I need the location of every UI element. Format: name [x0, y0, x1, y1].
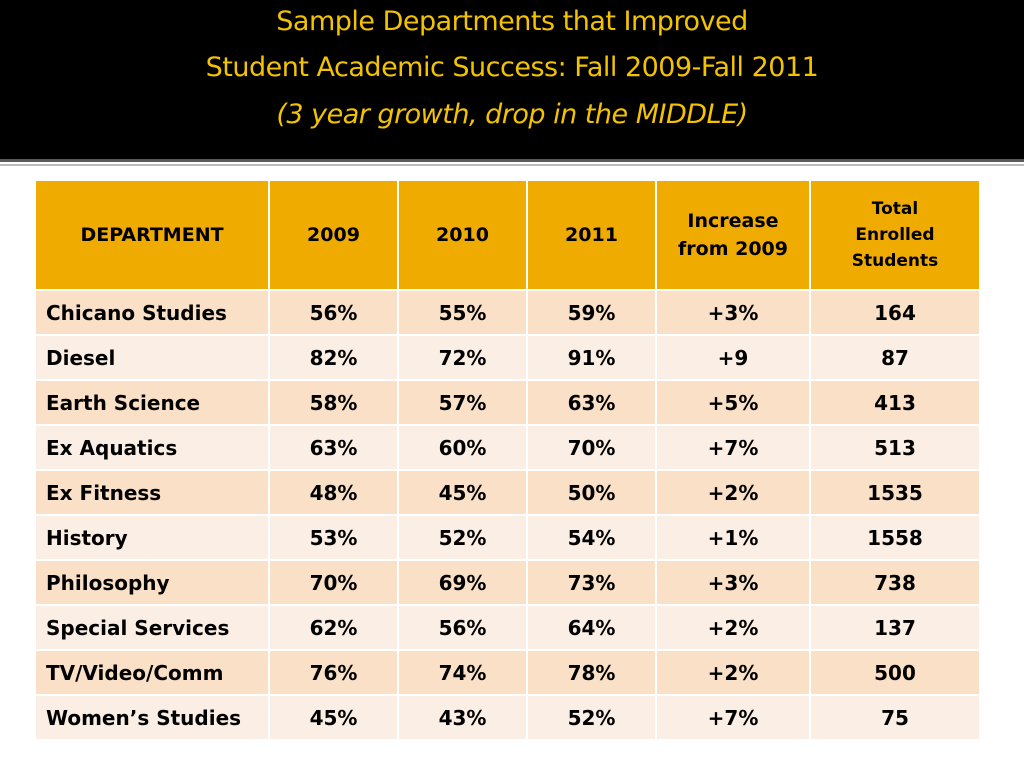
- table-row: Ex Fitness 48% 45% 50% +2% 1535: [36, 471, 979, 514]
- cell-increase: +7%: [657, 696, 809, 739]
- cell-pct-2010: 74%: [399, 651, 526, 694]
- cell-total-enrolled: 413: [811, 381, 979, 424]
- cell-pct-2010: 57%: [399, 381, 526, 424]
- table-row: Earth Science 58% 57% 63% +5% 413: [36, 381, 979, 424]
- cell-increase: +1%: [657, 516, 809, 559]
- table-row: Women’s Studies 45% 43% 52% +7% 75: [36, 696, 979, 739]
- title-divider: [0, 159, 1024, 162]
- cell-pct-2010: 52%: [399, 516, 526, 559]
- cell-department: Women’s Studies: [36, 696, 268, 739]
- cell-total-enrolled: 500: [811, 651, 979, 694]
- header-2010: 2010: [399, 181, 526, 289]
- cell-department: Ex Fitness: [36, 471, 268, 514]
- cell-total-enrolled: 75: [811, 696, 979, 739]
- cell-increase: +3%: [657, 291, 809, 334]
- cell-pct-2009: 48%: [270, 471, 397, 514]
- cell-department: Earth Science: [36, 381, 268, 424]
- cell-pct-2011: 78%: [528, 651, 655, 694]
- cell-pct-2009: 62%: [270, 606, 397, 649]
- cell-total-enrolled: 1558: [811, 516, 979, 559]
- cell-department: Philosophy: [36, 561, 268, 604]
- cell-department: Diesel: [36, 336, 268, 379]
- header-department: DEPARTMENT: [36, 181, 268, 289]
- cell-pct-2011: 91%: [528, 336, 655, 379]
- cell-pct-2009: 58%: [270, 381, 397, 424]
- cell-pct-2009: 53%: [270, 516, 397, 559]
- table-body: Chicano Studies 56% 55% 59% +3% 164 Diesel 82% 7…: [36, 291, 979, 739]
- cell-pct-2009: 70%: [270, 561, 397, 604]
- title-band: Sample Departments that Improved Student…: [0, 0, 1024, 159]
- cell-increase: +2%: [657, 651, 809, 694]
- cell-pct-2011: 54%: [528, 516, 655, 559]
- header-increase-label: Increase from 2009: [678, 210, 788, 260]
- slide-subtitle: (3 year growth, drop in the MIDDLE): [276, 99, 748, 130]
- cell-increase: +5%: [657, 381, 809, 424]
- header-total-enrolled-label: Total Enrolled Students: [851, 199, 939, 271]
- cell-pct-2010: 45%: [399, 471, 526, 514]
- table-row: Chicano Studies 56% 55% 59% +3% 164: [36, 291, 979, 334]
- header-2009: 2009: [270, 181, 397, 289]
- slide-title-line-2: Student Academic Success: Fall 2009-Fall…: [205, 52, 819, 83]
- cell-pct-2011: 64%: [528, 606, 655, 649]
- table-row: Philosophy 70% 69% 73% +3% 738: [36, 561, 979, 604]
- cell-increase: +3%: [657, 561, 809, 604]
- cell-pct-2011: 59%: [528, 291, 655, 334]
- cell-pct-2010: 69%: [399, 561, 526, 604]
- cell-pct-2011: 73%: [528, 561, 655, 604]
- table-row: Special Services 62% 56% 64% +2% 137: [36, 606, 979, 649]
- header-row: DEPARTMENT 2009 2010 2011 Increase from …: [36, 181, 979, 289]
- cell-increase: +7%: [657, 426, 809, 469]
- table-row: Ex Aquatics 63% 60% 70% +7% 513: [36, 426, 979, 469]
- cell-pct-2009: 82%: [270, 336, 397, 379]
- cell-department: Chicano Studies: [36, 291, 268, 334]
- cell-pct-2009: 63%: [270, 426, 397, 469]
- slide-title-line-1: Sample Departments that Improved: [276, 6, 748, 37]
- table-row: History 53% 52% 54% +1% 1558: [36, 516, 979, 559]
- cell-department: TV/Video/Comm: [36, 651, 268, 694]
- cell-total-enrolled: 1535: [811, 471, 979, 514]
- table-header: DEPARTMENT 2009 2010 2011 Increase from …: [36, 181, 979, 289]
- cell-total-enrolled: 87: [811, 336, 979, 379]
- cell-pct-2009: 45%: [270, 696, 397, 739]
- cell-pct-2011: 52%: [528, 696, 655, 739]
- cell-total-enrolled: 513: [811, 426, 979, 469]
- cell-total-enrolled: 137: [811, 606, 979, 649]
- title-divider-secondary: [0, 164, 1024, 166]
- cell-pct-2010: 55%: [399, 291, 526, 334]
- table-row: TV/Video/Comm 76% 74% 78% +2% 500: [36, 651, 979, 694]
- cell-pct-2010: 56%: [399, 606, 526, 649]
- department-success-table: DEPARTMENT 2009 2010 2011 Increase from …: [34, 179, 981, 741]
- header-total-enrolled: Total Enrolled Students: [811, 181, 979, 289]
- table-row: Diesel 82% 72% 91% +9 87: [36, 336, 979, 379]
- cell-department: Ex Aquatics: [36, 426, 268, 469]
- cell-pct-2011: 70%: [528, 426, 655, 469]
- cell-pct-2009: 76%: [270, 651, 397, 694]
- cell-pct-2010: 43%: [399, 696, 526, 739]
- cell-increase: +2%: [657, 606, 809, 649]
- cell-total-enrolled: 164: [811, 291, 979, 334]
- cell-pct-2009: 56%: [270, 291, 397, 334]
- cell-department: Special Services: [36, 606, 268, 649]
- header-2011: 2011: [528, 181, 655, 289]
- cell-pct-2010: 72%: [399, 336, 526, 379]
- cell-department: History: [36, 516, 268, 559]
- header-increase: Increase from 2009: [657, 181, 809, 289]
- cell-pct-2011: 63%: [528, 381, 655, 424]
- cell-increase: +2%: [657, 471, 809, 514]
- cell-pct-2010: 60%: [399, 426, 526, 469]
- cell-total-enrolled: 738: [811, 561, 979, 604]
- cell-increase: +9: [657, 336, 809, 379]
- cell-pct-2011: 50%: [528, 471, 655, 514]
